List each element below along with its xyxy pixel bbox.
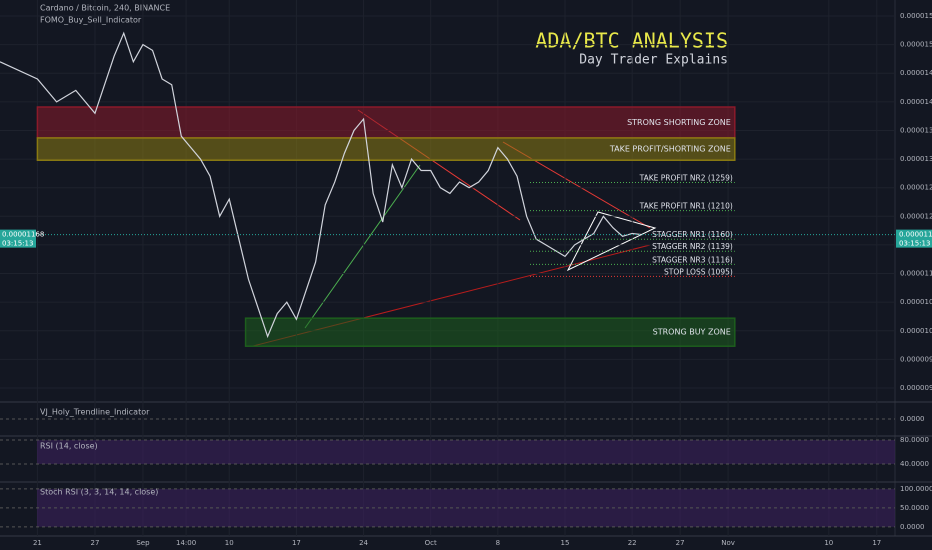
pane-tick-label: 100.0000 — [900, 485, 932, 493]
x-tick-label: Oct — [425, 539, 437, 547]
y-tick-label: 0.00001300 — [900, 155, 932, 163]
x-tick-label: 10 — [824, 539, 833, 547]
zone-label: STRONG SHORTING ZONE — [627, 118, 731, 127]
y-tick-label: 0.00000900 — [900, 384, 932, 392]
x-tick-label: 24 — [359, 539, 368, 547]
zone-label: TAKE PROFIT/SHORTING ZONE — [609, 145, 731, 154]
level-label: STOP LOSS (1095) — [664, 267, 733, 276]
pane-title: VJ_Holy_Trendline_Indicator — [40, 408, 150, 417]
level-label: STAGGER NR1 (1160) — [652, 230, 733, 239]
pane-tick-label: 80.0000 — [900, 436, 929, 444]
x-tick-label: 21 — [33, 539, 42, 547]
y-tick-label: 0.00001100 — [900, 270, 932, 278]
y-tick-label: 0.00001500 — [900, 41, 932, 49]
pane-title: RSI (14, close) — [40, 442, 98, 451]
level-label: STAGGER NR3 (1116) — [652, 255, 733, 264]
x-tick-label: 17 — [872, 539, 881, 547]
x-tick-label: 8 — [496, 539, 500, 547]
last-price-label: 0.00001168 — [899, 231, 932, 239]
last-price-badge — [896, 229, 932, 248]
zone — [244, 317, 736, 347]
y-tick-label: 0.00001050 — [900, 298, 932, 306]
pane-band — [37, 440, 895, 465]
y-tick-label: 0.00001400 — [900, 98, 932, 106]
y-tick-label: 0.00001450 — [900, 69, 932, 77]
y-tick-label: 0.00001200 — [900, 212, 932, 220]
x-tick-label: 27 — [676, 539, 685, 547]
level-label: TAKE PROFIT NR2 (1259) — [639, 174, 733, 183]
indicator-name: FOMO_Buy_Sell_Indicator — [40, 16, 142, 25]
last-price-label: 0.00001168 — [2, 231, 44, 239]
y-tick-label: 0.00001000 — [900, 327, 932, 335]
pane-tick-label: 0.0000 — [900, 415, 925, 423]
countdown: 03:15:13 — [2, 240, 33, 248]
x-tick-label: 27 — [91, 539, 100, 547]
y-tick-label: 0.00001350 — [900, 126, 932, 134]
y-tick-label: 0.00001550 — [900, 12, 932, 20]
price-line — [0, 31, 642, 339]
level-label: TAKE PROFIT NR1 (1210) — [639, 202, 733, 211]
x-tick-label: Sep — [136, 539, 150, 547]
x-tick-label: 22 — [628, 539, 637, 547]
x-tick-label: Nov — [721, 539, 735, 547]
last-price-badge — [0, 229, 36, 248]
level-label: STAGGER NR2 (1139) — [652, 242, 733, 251]
pane-band — [37, 488, 895, 527]
chart-subtitle: Day Trader Explains — [579, 53, 728, 68]
pane-tick-label: 0.0000 — [900, 523, 925, 531]
y-tick-label: 0.00001250 — [900, 184, 932, 192]
pane-tick-label: 50.0000 — [900, 504, 929, 512]
y-tick-label: 0.00000950 — [900, 355, 932, 363]
pane-tick-label: 40.0000 — [900, 460, 929, 468]
zone-label: STRONG BUY ZONE — [653, 328, 731, 337]
countdown: 03:15:13 — [899, 240, 930, 248]
x-tick-label: 15 — [561, 539, 570, 547]
x-tick-label: 14:00 — [176, 539, 196, 547]
x-tick-label: 10 — [225, 539, 234, 547]
pane-title: Stoch RSI (3, 3, 14, 14, close) — [40, 488, 158, 497]
zone — [36, 137, 736, 161]
x-tick-label: 17 — [292, 539, 301, 547]
symbol: Cardano / Bitcoin, 240, BINANCE — [40, 4, 170, 13]
